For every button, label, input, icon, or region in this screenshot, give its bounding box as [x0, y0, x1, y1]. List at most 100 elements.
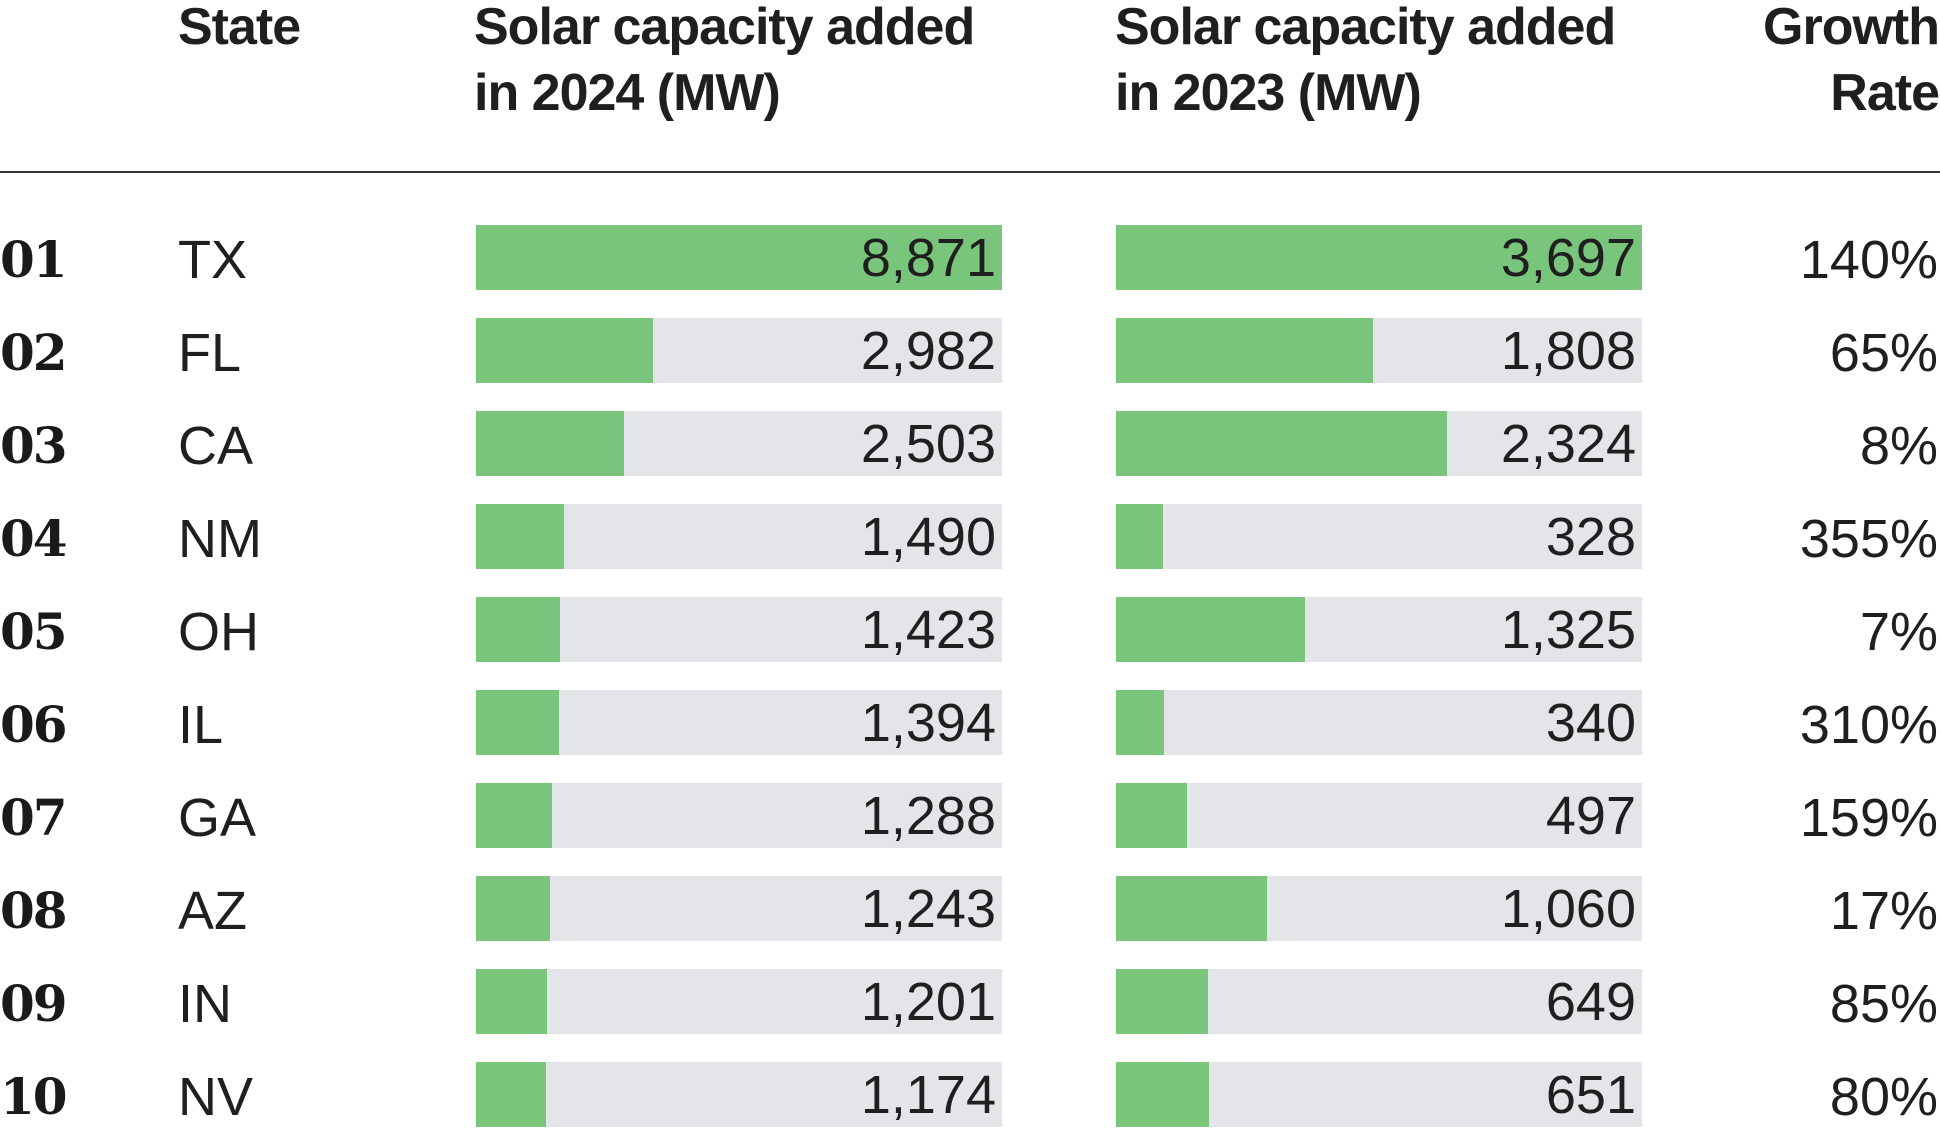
- table-row: 04 NM 1,490 328 355%: [0, 504, 1940, 570]
- bar-2024: [476, 411, 624, 476]
- table-row: 03 CA 2,503 2,324 8%: [0, 411, 1940, 477]
- bar-track-2024: 2,982: [476, 318, 1002, 383]
- header-divider: [0, 171, 1940, 173]
- bar-track-2024: 1,423: [476, 597, 1002, 662]
- bar-track-2023: 340: [1116, 690, 1642, 755]
- value-label-2023: 649: [1545, 972, 1636, 1032]
- table-row: 01 TX 8,871 3,697 140%: [0, 225, 1940, 291]
- bar-track-2023: 497: [1116, 783, 1642, 848]
- header-growth-line1: Growth: [1763, 0, 1940, 56]
- bar-track-2024: 1,174: [476, 1062, 1002, 1127]
- table-row: 02 FL 2,982 1,808 65%: [0, 318, 1940, 384]
- state-label: IL: [178, 695, 224, 755]
- value-label-2023: 328: [1545, 507, 1636, 567]
- header-growth-line2: Rate: [1830, 64, 1940, 122]
- growth-rate-label: 7%: [1859, 602, 1938, 662]
- growth-rate-label: 17%: [1829, 881, 1938, 941]
- table-row: 09 IN 1,201 649 85%: [0, 969, 1940, 1035]
- bar-2023: [1116, 876, 1267, 941]
- rank-label: 02: [0, 323, 68, 382]
- value-label-2024: 1,423: [860, 600, 996, 660]
- header-growth-rate: Growth Rate: [1719, 0, 1940, 126]
- bar-2023: [1116, 225, 1642, 290]
- state-label: IN: [178, 974, 232, 1034]
- table-row: 05 OH 1,423 1,325 7%: [0, 597, 1940, 663]
- header-2024-line2: in 2024 (MW): [474, 64, 781, 122]
- growth-rate-label: 80%: [1829, 1067, 1938, 1127]
- value-label-2023: 1,060: [1500, 879, 1636, 939]
- growth-rate-label: 159%: [1799, 788, 1938, 848]
- bar-2024: [476, 876, 550, 941]
- table-row: 08 AZ 1,243 1,060 17%: [0, 876, 1940, 942]
- header-2023: Solar capacity added in 2023 (MW): [1115, 0, 1675, 126]
- value-label-2023: 1,325: [1500, 600, 1636, 660]
- value-label-2024: 1,201: [860, 972, 996, 1032]
- value-label-2024: 1,288: [860, 786, 996, 846]
- growth-rate-label: 310%: [1799, 695, 1938, 755]
- bar-track-2023: 1,325: [1116, 597, 1642, 662]
- header-2023-line1: Solar capacity added: [1115, 0, 1616, 56]
- bar-2023: [1116, 504, 1163, 569]
- value-label-2024: 1,174: [860, 1065, 996, 1125]
- header-2023-line2: in 2023 (MW): [1115, 64, 1422, 122]
- header-state: State: [178, 0, 301, 60]
- state-label: CA: [178, 416, 254, 476]
- bar-track-2024: 1,394: [476, 690, 1002, 755]
- rank-label: 03: [0, 416, 68, 475]
- growth-rate-label: 85%: [1829, 974, 1938, 1034]
- header-2024-line1: Solar capacity added: [474, 0, 975, 56]
- state-label: FL: [178, 323, 242, 383]
- state-label: NM: [178, 509, 262, 569]
- bar-track-2023: 1,808: [1116, 318, 1642, 383]
- bar-track-2023: 1,060: [1116, 876, 1642, 941]
- value-label-2023: 2,324: [1500, 414, 1636, 474]
- state-label: NV: [178, 1067, 254, 1127]
- bar-2024: [476, 504, 564, 569]
- bar-track-2023: 3,697: [1116, 225, 1642, 290]
- bar-2023: [1116, 969, 1208, 1034]
- bar-2024: [476, 1062, 546, 1127]
- value-label-2024: 8,871: [860, 228, 996, 288]
- growth-rate-label: 140%: [1799, 230, 1938, 290]
- value-label-2023: 651: [1545, 1065, 1636, 1125]
- value-label-2024: 1,490: [860, 507, 996, 567]
- state-label: AZ: [178, 881, 248, 941]
- bar-2024: [476, 318, 653, 383]
- value-label-2024: 1,394: [860, 693, 996, 753]
- value-label-2023: 3,697: [1500, 228, 1636, 288]
- bar-track-2024: 1,243: [476, 876, 1002, 941]
- table-row: 10 NV 1,174 651 80%: [0, 1062, 1940, 1128]
- rank-label: 04: [0, 509, 68, 568]
- growth-rate-label: 65%: [1829, 323, 1938, 383]
- value-label-2024: 2,982: [860, 321, 996, 381]
- bar-2024: [476, 690, 559, 755]
- bar-2024: [476, 783, 552, 848]
- rank-label: 09: [0, 974, 68, 1033]
- header-state-label: State: [178, 0, 301, 56]
- bar-2024: [476, 597, 560, 662]
- growth-rate-label: 8%: [1859, 416, 1938, 476]
- bar-2024: [476, 225, 1002, 290]
- rank-label: 01: [0, 230, 68, 289]
- state-label: TX: [178, 230, 248, 290]
- bar-track-2024: 8,871: [476, 225, 1002, 290]
- bar-track-2024: 2,503: [476, 411, 1002, 476]
- state-label: OH: [178, 602, 259, 662]
- value-label-2023: 340: [1545, 693, 1636, 753]
- value-label-2023: 497: [1545, 786, 1636, 846]
- bar-2023: [1116, 597, 1305, 662]
- table-row: 06 IL 1,394 340 310%: [0, 690, 1940, 756]
- rank-label: 06: [0, 695, 68, 754]
- state-label: GA: [178, 788, 257, 848]
- rank-label: 10: [0, 1067, 68, 1126]
- bar-track-2023: 328: [1116, 504, 1642, 569]
- value-label-2023: 1,808: [1500, 321, 1636, 381]
- rank-label: 07: [0, 788, 68, 847]
- rank-label: 05: [0, 602, 68, 661]
- value-label-2024: 2,503: [860, 414, 996, 474]
- table-row: 07 GA 1,288 497 159%: [0, 783, 1940, 849]
- bar-track-2023: 651: [1116, 1062, 1642, 1127]
- bar-track-2023: 649: [1116, 969, 1642, 1034]
- bar-track-2024: 1,490: [476, 504, 1002, 569]
